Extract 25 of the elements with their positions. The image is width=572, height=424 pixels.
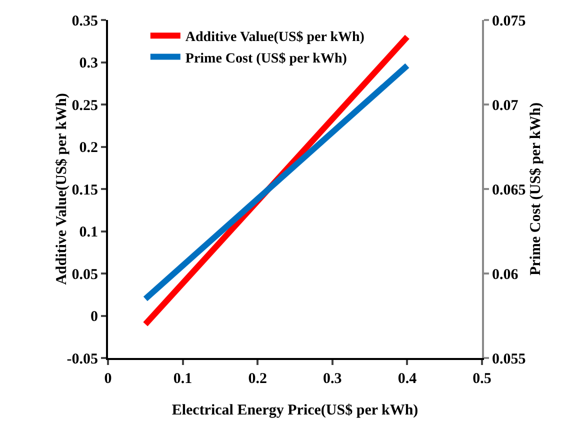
y-tick-label: 0.1 — [79, 224, 98, 240]
y-tick-label: 0.05 — [72, 266, 98, 283]
x-tick-label: 0 — [104, 371, 112, 387]
y2-tick-label: 0.055 — [492, 351, 526, 368]
x-tick-label: 0.5 — [472, 371, 492, 387]
y2-axis-title: Prime Cost (US$ per kWh) — [528, 102, 544, 276]
x-tick-label: 0.3 — [323, 371, 342, 387]
y-tick-label: 0 — [90, 309, 98, 325]
y-tick-label: 0.3 — [79, 56, 98, 72]
y-tick-label: 0.25 — [72, 98, 98, 114]
y-tick-label: 0.2 — [79, 140, 98, 156]
y-tick-label: -0.05 — [66, 351, 98, 368]
y-axis-title: Additive Value(US$ per kWh) — [54, 93, 70, 285]
y-tick-label: 0.35 — [72, 13, 98, 30]
y2-tick-label: 0.065 — [492, 182, 526, 198]
x-axis-title: Electrical Energy Price(US$ per kWh) — [172, 402, 418, 418]
y2-tick-label: 0.07 — [492, 98, 519, 114]
y-tick-label: 0.15 — [72, 182, 98, 198]
x-tick-label: 0.4 — [398, 371, 418, 387]
y2-tick-label: 0.075 — [492, 13, 526, 30]
x-tick-label: 0.2 — [248, 371, 267, 387]
legend-label: Prime Cost (US$ per kWh) — [185, 51, 348, 66]
y2-tick-label: 0.06 — [492, 266, 519, 283]
legend-label: Additive Value(US$ per kWh) — [185, 30, 365, 46]
x-tick-label: 0.1 — [173, 371, 192, 387]
